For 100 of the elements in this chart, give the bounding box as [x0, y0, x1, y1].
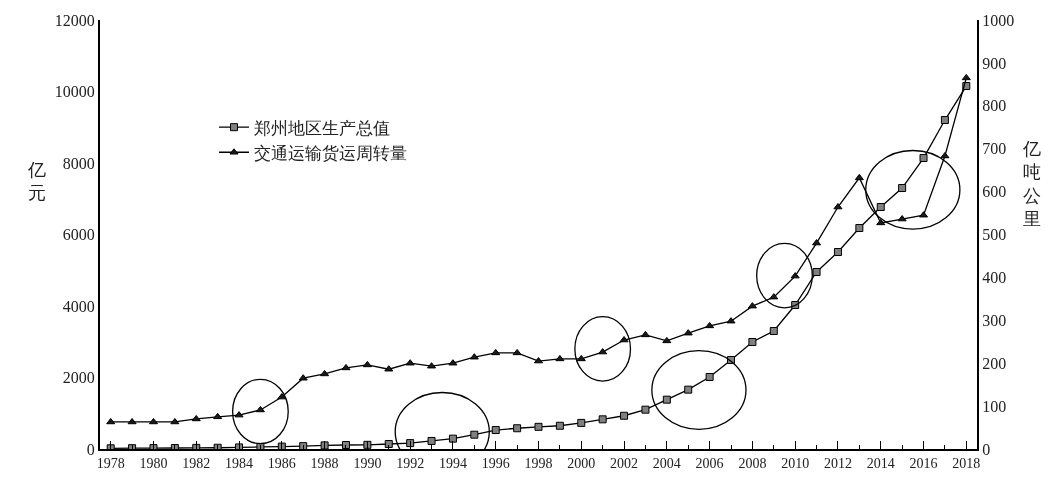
- point: [320, 369, 330, 377]
- point: [833, 203, 843, 210]
- y-tick-label: 8000: [62, 154, 95, 172]
- point: [577, 418, 586, 427]
- x-tick-label: 1984: [225, 455, 254, 471]
- x-tick-label: 2012: [823, 455, 852, 471]
- y-tick-label: 0: [86, 440, 95, 458]
- y-axis-title: 亿元: [27, 159, 46, 204]
- y2-tick-label: 400: [982, 269, 1007, 286]
- x-tick-label: 2006: [695, 455, 724, 471]
- y-tick-label: 4000: [62, 297, 95, 315]
- point: [919, 154, 928, 163]
- point: [469, 353, 479, 360]
- x-tick-label: 1996: [481, 455, 510, 471]
- x-tick-label: 2000: [567, 455, 596, 471]
- point: [684, 385, 693, 394]
- point: [662, 395, 671, 404]
- point: [384, 439, 393, 448]
- point: [491, 348, 501, 356]
- point: [747, 302, 757, 309]
- x-tick-label: 1982: [182, 455, 211, 471]
- point: [277, 442, 286, 449]
- x-tick-label: 1994: [438, 455, 467, 471]
- point: [598, 348, 608, 355]
- legend-label: 交通运输货运周转量: [254, 142, 408, 163]
- point: [191, 414, 201, 422]
- x-tick-label: 2008: [738, 455, 767, 471]
- point: [555, 421, 564, 430]
- y2-tick-label: 600: [982, 183, 1007, 201]
- point: [448, 359, 458, 366]
- point: [170, 417, 180, 425]
- point: [683, 329, 693, 336]
- x-tick-label: 1992: [396, 455, 425, 471]
- point: [277, 393, 287, 400]
- point: [790, 272, 800, 279]
- point: [940, 151, 950, 159]
- legend-label: 郑州地区生产总值: [254, 117, 391, 138]
- point: [384, 365, 394, 372]
- point: [726, 317, 736, 324]
- point: [619, 336, 629, 343]
- point: [769, 293, 779, 300]
- point: [448, 434, 457, 443]
- point: [705, 321, 715, 329]
- x-tick-label: 1998: [524, 455, 553, 471]
- point: [640, 330, 650, 338]
- y2-tick-label: 500: [982, 226, 1007, 244]
- point: [341, 363, 351, 371]
- point: [320, 441, 329, 449]
- point: [833, 248, 842, 257]
- x-tick-label: 2004: [652, 455, 681, 471]
- point: [427, 436, 436, 445]
- point: [854, 173, 864, 181]
- point: [427, 362, 437, 369]
- point: [255, 405, 265, 413]
- point: [513, 424, 522, 433]
- x-tick-label: 2010: [781, 455, 810, 471]
- y2-tick-label: 100: [982, 397, 1007, 415]
- point: [234, 411, 244, 418]
- point: [769, 327, 778, 336]
- point: [812, 239, 822, 246]
- y2-tick-label: 300: [982, 311, 1007, 329]
- point: [897, 215, 907, 222]
- point: [555, 354, 565, 362]
- x-tick-label: 2016: [909, 455, 938, 471]
- point: [940, 116, 949, 125]
- point: [898, 184, 907, 193]
- y2-axis-title: 亿吨公里: [1022, 138, 1041, 230]
- point: [491, 426, 500, 435]
- point: [876, 218, 886, 226]
- point: [748, 338, 757, 346]
- point: [598, 415, 607, 424]
- point: [512, 348, 522, 356]
- x-tick-label: 2002: [610, 455, 639, 471]
- point: [362, 360, 372, 368]
- y2-tick-label: 0: [982, 440, 991, 458]
- x-tick-label: 1990: [353, 455, 382, 471]
- y2-tick-label: 700: [982, 140, 1007, 158]
- point: [298, 374, 308, 381]
- point: [812, 268, 821, 276]
- x-tick-label: 1978: [96, 455, 125, 471]
- y2-tick-label: 1000: [982, 11, 1015, 29]
- point: [855, 224, 864, 233]
- x-tick-label: 2018: [952, 455, 981, 471]
- point: [213, 412, 223, 420]
- y-tick-label: 12000: [54, 11, 95, 29]
- x-tick-label: 2014: [866, 455, 895, 471]
- point: [470, 430, 479, 439]
- point: [534, 422, 543, 431]
- y-tick-label: 6000: [62, 226, 95, 244]
- y-tick-label: 10000: [54, 83, 95, 101]
- point: [961, 73, 971, 81]
- y-tick-label: 2000: [62, 369, 95, 387]
- point: [148, 417, 159, 425]
- point: [576, 354, 586, 362]
- x-tick-label: 1980: [139, 455, 168, 471]
- point: [405, 359, 415, 366]
- point: [299, 442, 308, 449]
- point: [876, 203, 885, 212]
- y2-tick-label: 800: [982, 97, 1007, 115]
- point: [641, 405, 650, 414]
